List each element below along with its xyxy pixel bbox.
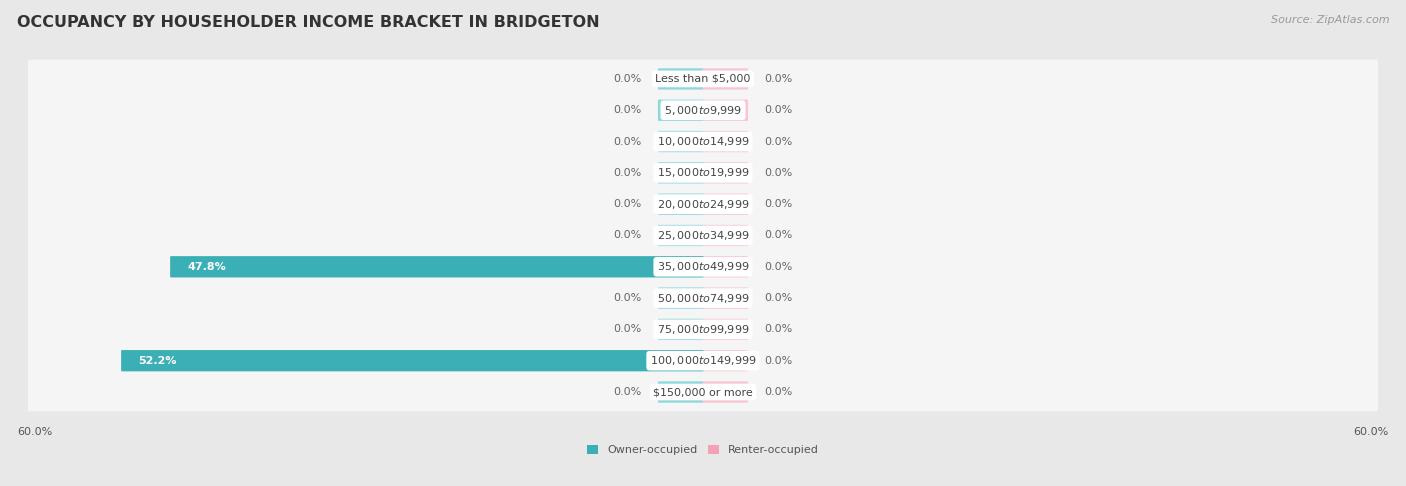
FancyBboxPatch shape bbox=[703, 319, 748, 340]
FancyBboxPatch shape bbox=[658, 131, 703, 152]
Text: 47.8%: 47.8% bbox=[187, 262, 226, 272]
Text: $15,000 to $19,999: $15,000 to $19,999 bbox=[657, 166, 749, 179]
Text: 0.0%: 0.0% bbox=[613, 230, 641, 241]
Text: 0.0%: 0.0% bbox=[765, 293, 793, 303]
FancyBboxPatch shape bbox=[703, 100, 748, 121]
FancyBboxPatch shape bbox=[703, 225, 748, 246]
Text: $75,000 to $99,999: $75,000 to $99,999 bbox=[657, 323, 749, 336]
FancyBboxPatch shape bbox=[703, 256, 748, 278]
FancyBboxPatch shape bbox=[28, 122, 1378, 161]
FancyBboxPatch shape bbox=[658, 68, 703, 89]
FancyBboxPatch shape bbox=[703, 68, 748, 89]
FancyBboxPatch shape bbox=[703, 131, 748, 152]
Text: 0.0%: 0.0% bbox=[613, 293, 641, 303]
FancyBboxPatch shape bbox=[28, 247, 1378, 286]
Text: $150,000 or more: $150,000 or more bbox=[654, 387, 752, 397]
FancyBboxPatch shape bbox=[658, 319, 703, 340]
FancyBboxPatch shape bbox=[170, 256, 703, 278]
Text: 0.0%: 0.0% bbox=[613, 137, 641, 147]
FancyBboxPatch shape bbox=[703, 287, 748, 309]
Text: $5,000 to $9,999: $5,000 to $9,999 bbox=[664, 104, 742, 117]
FancyBboxPatch shape bbox=[28, 310, 1378, 349]
Text: 0.0%: 0.0% bbox=[613, 199, 641, 209]
Text: 0.0%: 0.0% bbox=[765, 74, 793, 84]
Text: OCCUPANCY BY HOUSEHOLDER INCOME BRACKET IN BRIDGETON: OCCUPANCY BY HOUSEHOLDER INCOME BRACKET … bbox=[17, 15, 599, 30]
Text: $35,000 to $49,999: $35,000 to $49,999 bbox=[657, 260, 749, 273]
Text: 0.0%: 0.0% bbox=[765, 105, 793, 115]
FancyBboxPatch shape bbox=[28, 185, 1378, 224]
Text: $25,000 to $34,999: $25,000 to $34,999 bbox=[657, 229, 749, 242]
FancyBboxPatch shape bbox=[28, 373, 1378, 412]
Text: 0.0%: 0.0% bbox=[613, 168, 641, 178]
Text: 0.0%: 0.0% bbox=[765, 137, 793, 147]
FancyBboxPatch shape bbox=[658, 100, 703, 121]
Text: 0.0%: 0.0% bbox=[613, 105, 641, 115]
Text: Less than $5,000: Less than $5,000 bbox=[655, 74, 751, 84]
Text: 0.0%: 0.0% bbox=[765, 199, 793, 209]
Text: 0.0%: 0.0% bbox=[765, 262, 793, 272]
Text: $20,000 to $24,999: $20,000 to $24,999 bbox=[657, 198, 749, 210]
Text: 0.0%: 0.0% bbox=[765, 324, 793, 334]
Text: 52.2%: 52.2% bbox=[138, 356, 177, 365]
Text: Source: ZipAtlas.com: Source: ZipAtlas.com bbox=[1271, 15, 1389, 25]
Text: $50,000 to $74,999: $50,000 to $74,999 bbox=[657, 292, 749, 305]
FancyBboxPatch shape bbox=[28, 216, 1378, 255]
FancyBboxPatch shape bbox=[658, 162, 703, 184]
FancyBboxPatch shape bbox=[121, 350, 703, 371]
Text: 0.0%: 0.0% bbox=[613, 387, 641, 397]
FancyBboxPatch shape bbox=[658, 193, 703, 215]
Text: 0.0%: 0.0% bbox=[613, 324, 641, 334]
Text: 0.0%: 0.0% bbox=[765, 168, 793, 178]
FancyBboxPatch shape bbox=[703, 162, 748, 184]
FancyBboxPatch shape bbox=[28, 91, 1378, 130]
FancyBboxPatch shape bbox=[28, 59, 1378, 98]
Legend: Owner-occupied, Renter-occupied: Owner-occupied, Renter-occupied bbox=[586, 445, 820, 455]
Text: $10,000 to $14,999: $10,000 to $14,999 bbox=[657, 135, 749, 148]
FancyBboxPatch shape bbox=[703, 382, 748, 403]
FancyBboxPatch shape bbox=[703, 193, 748, 215]
Text: 0.0%: 0.0% bbox=[765, 356, 793, 365]
FancyBboxPatch shape bbox=[658, 225, 703, 246]
Text: $100,000 to $149,999: $100,000 to $149,999 bbox=[650, 354, 756, 367]
Text: 0.0%: 0.0% bbox=[613, 74, 641, 84]
FancyBboxPatch shape bbox=[28, 278, 1378, 317]
FancyBboxPatch shape bbox=[658, 287, 703, 309]
Text: 0.0%: 0.0% bbox=[765, 230, 793, 241]
FancyBboxPatch shape bbox=[28, 341, 1378, 380]
FancyBboxPatch shape bbox=[28, 154, 1378, 192]
Text: 0.0%: 0.0% bbox=[765, 387, 793, 397]
FancyBboxPatch shape bbox=[658, 382, 703, 403]
FancyBboxPatch shape bbox=[703, 350, 748, 371]
